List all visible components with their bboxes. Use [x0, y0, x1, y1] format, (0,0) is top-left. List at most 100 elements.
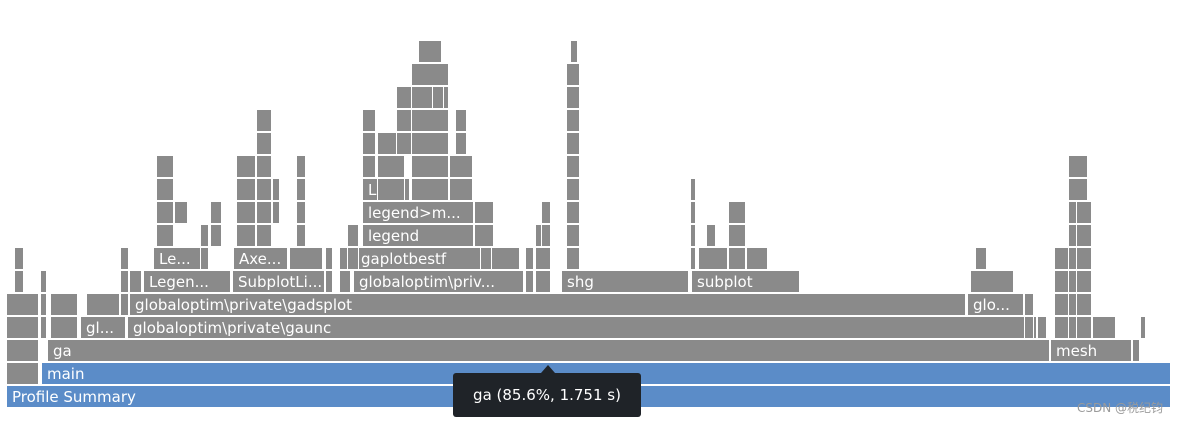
flame-frame[interactable] — [525, 270, 534, 293]
flame-frame[interactable] — [6, 339, 39, 362]
flame-frame[interactable] — [525, 247, 534, 270]
flame-frame[interactable] — [347, 247, 359, 270]
frame-axe[interactable]: Axe... — [233, 247, 288, 270]
frame-le[interactable]: Le... — [153, 247, 201, 270]
flame-frame[interactable] — [1076, 224, 1092, 247]
flame-frame[interactable] — [566, 155, 580, 178]
flame-frame[interactable] — [1076, 316, 1092, 339]
flame-frame[interactable] — [256, 224, 272, 247]
flame-frame[interactable] — [566, 224, 580, 247]
flame-frame[interactable] — [325, 270, 333, 293]
flame-frame[interactable] — [362, 109, 376, 132]
frame-gl[interactable]: gl... — [80, 316, 126, 339]
flame-frame[interactable] — [120, 270, 129, 293]
flame-frame[interactable] — [210, 201, 222, 224]
flame-frame[interactable] — [566, 63, 580, 86]
flame-frame[interactable] — [256, 178, 272, 201]
flame-frame[interactable] — [1037, 316, 1047, 339]
flame-frame[interactable] — [1140, 316, 1146, 339]
flame-frame[interactable] — [174, 201, 188, 224]
flame-frame[interactable] — [362, 132, 376, 155]
flame-frame[interactable] — [272, 178, 280, 201]
flame-frame[interactable] — [449, 178, 473, 201]
flame-frame[interactable] — [210, 224, 222, 247]
flame-frame[interactable] — [411, 63, 449, 86]
flame-frame[interactable] — [256, 109, 272, 132]
flame-frame[interactable] — [347, 224, 359, 247]
flame-frame[interactable] — [200, 247, 209, 270]
flame-frame[interactable] — [411, 132, 449, 155]
frame-gaplotbestf[interactable]: gaplotbestf — [355, 247, 520, 270]
flame-frame[interactable] — [236, 155, 256, 178]
flame-frame[interactable] — [566, 109, 580, 132]
flame-frame[interactable] — [339, 270, 351, 293]
flame-frame[interactable] — [690, 178, 696, 201]
flame-frame[interactable] — [411, 178, 449, 201]
flame-frame[interactable] — [200, 224, 209, 247]
flame-frame[interactable] — [970, 270, 1014, 293]
flame-frame[interactable] — [432, 86, 444, 109]
frame-gaunc[interactable]: globaloptim\private\gaunc — [127, 316, 1037, 339]
flame-frame[interactable] — [296, 224, 306, 247]
flame-frame[interactable] — [377, 178, 405, 201]
flame-frame[interactable] — [728, 247, 746, 270]
flame-frame[interactable] — [570, 40, 578, 63]
flame-frame[interactable] — [156, 224, 174, 247]
flame-frame[interactable] — [706, 224, 716, 247]
flame-frame[interactable] — [690, 201, 696, 224]
flame-frame[interactable] — [1068, 155, 1088, 178]
frame-mesh[interactable]: mesh — [1050, 339, 1132, 362]
flame-frame[interactable] — [256, 155, 272, 178]
flame-frame[interactable] — [50, 293, 78, 316]
flame-frame[interactable] — [474, 201, 494, 224]
flame-frame[interactable] — [1024, 316, 1034, 339]
flame-frame[interactable] — [6, 316, 39, 339]
flame-frame[interactable] — [256, 201, 272, 224]
flame-frame[interactable] — [455, 109, 467, 132]
flame-frame[interactable] — [535, 270, 551, 293]
flame-frame[interactable] — [86, 293, 120, 316]
flame-frame[interactable] — [14, 270, 24, 293]
flame-frame[interactable] — [1076, 293, 1092, 316]
flame-frame[interactable] — [566, 132, 580, 155]
flame-frame[interactable] — [156, 178, 174, 201]
frame-shg[interactable]: shg — [561, 270, 689, 293]
flame-frame[interactable] — [975, 247, 987, 270]
flame-frame[interactable] — [728, 201, 746, 224]
flame-frame[interactable] — [746, 247, 768, 270]
flame-frame[interactable] — [1076, 270, 1092, 293]
frame-gadsplot[interactable]: globaloptim\private\gadsplot — [129, 293, 966, 316]
flame-frame[interactable] — [449, 155, 473, 178]
flame-frame[interactable] — [40, 316, 47, 339]
flame-frame[interactable] — [566, 178, 580, 201]
flame-frame[interactable] — [1076, 247, 1092, 270]
flame-frame[interactable] — [6, 293, 39, 316]
flame-frame[interactable] — [690, 247, 696, 270]
flame-frame[interactable] — [535, 247, 551, 270]
frame-glo[interactable]: glo... — [967, 293, 1024, 316]
flame-frame[interactable] — [256, 132, 272, 155]
flame-frame[interactable] — [120, 293, 129, 316]
flame-frame[interactable] — [566, 247, 580, 270]
flame-frame[interactable] — [566, 201, 580, 224]
flame-frame[interactable] — [272, 201, 280, 224]
frame-legen[interactable]: Legen... — [143, 270, 231, 293]
flame-frame[interactable] — [566, 86, 580, 109]
flame-frame[interactable] — [418, 40, 442, 63]
flame-frame[interactable] — [1076, 201, 1092, 224]
flame-frame[interactable] — [480, 247, 492, 270]
flame-frame[interactable] — [728, 224, 746, 247]
flame-frame[interactable] — [236, 224, 256, 247]
flame-frame[interactable] — [6, 362, 39, 385]
frame-legend-m[interactable]: legend>m... — [362, 201, 474, 224]
flame-frame[interactable] — [1068, 178, 1088, 201]
frame-subplotli[interactable]: SubplotLi... — [232, 270, 325, 293]
flame-frame[interactable] — [156, 155, 174, 178]
flame-frame[interactable] — [50, 316, 78, 339]
frame-legend[interactable]: legend — [362, 224, 474, 247]
flame-frame[interactable] — [541, 201, 551, 224]
frame-subplot[interactable]: subplot — [691, 270, 800, 293]
flame-frame[interactable] — [40, 293, 47, 316]
flame-frame[interactable] — [455, 132, 467, 155]
flame-frame[interactable] — [289, 247, 323, 270]
